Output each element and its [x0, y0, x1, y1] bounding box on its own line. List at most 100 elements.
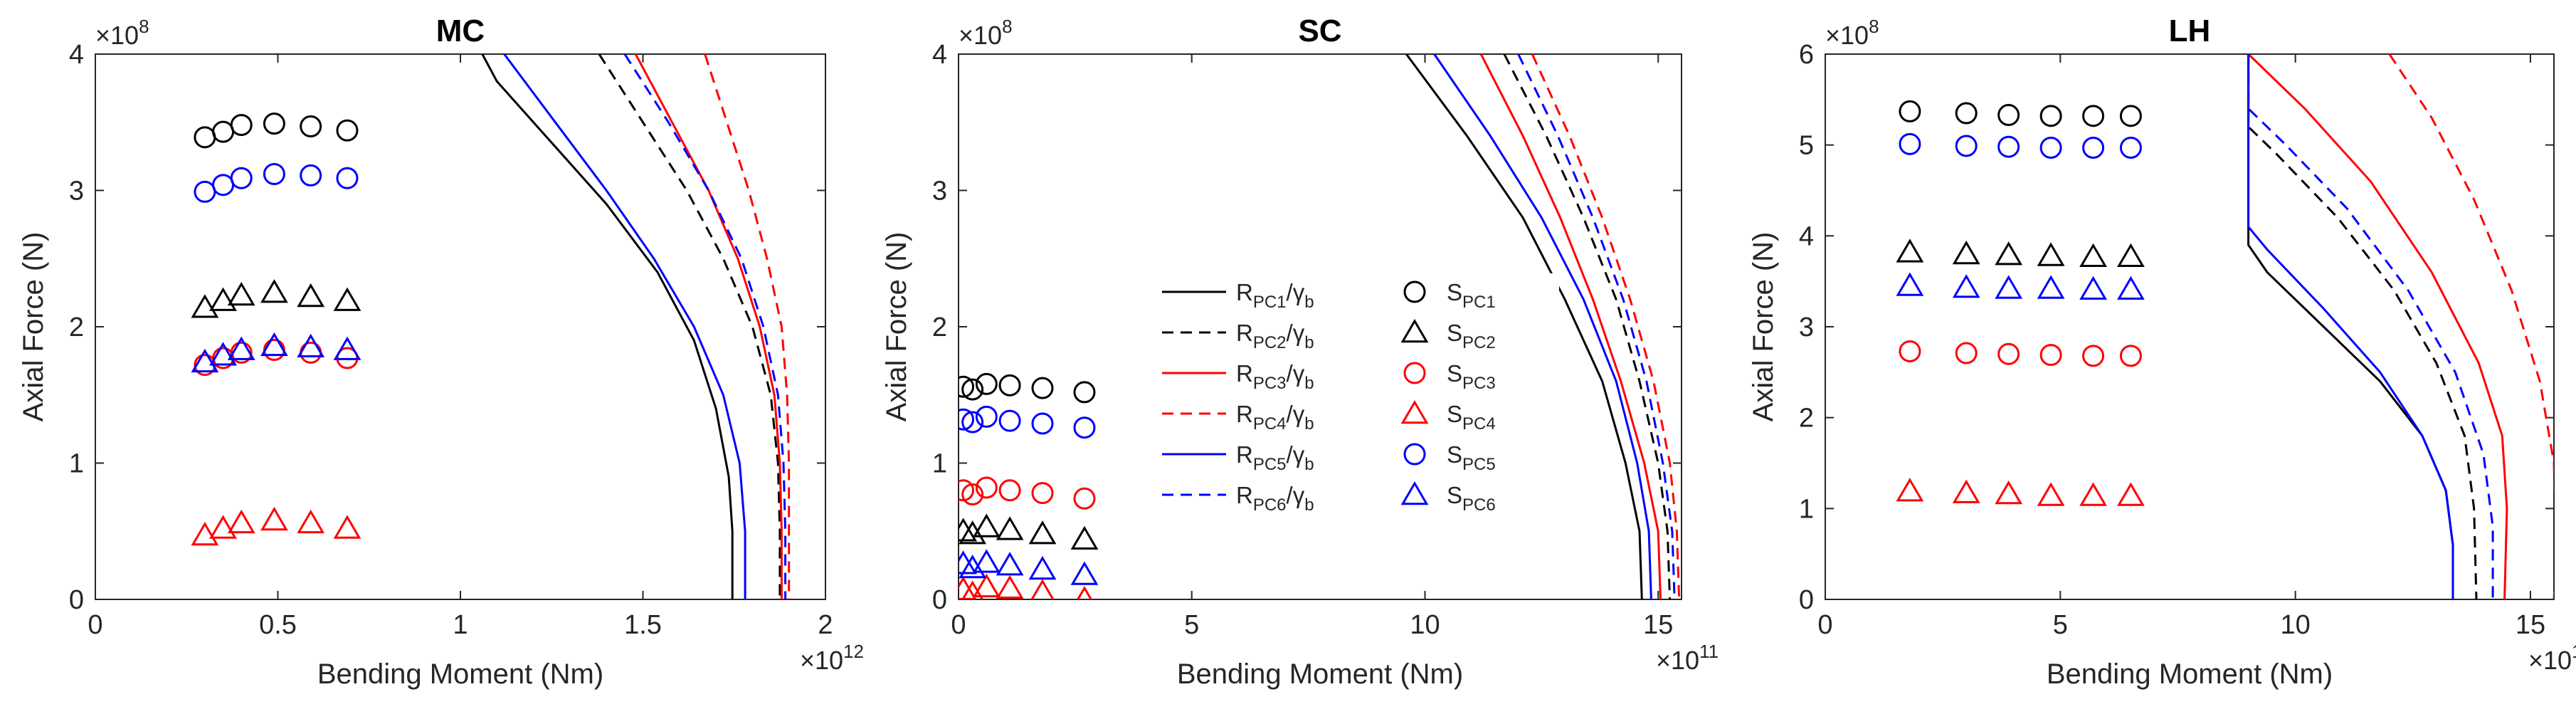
chart-title: LH — [2169, 14, 2211, 48]
data-point-spc1 — [2039, 105, 2062, 127]
data-point-spc5 — [230, 167, 253, 189]
data-point-spc4 — [1896, 478, 1924, 502]
data-point-spc5 — [961, 411, 984, 434]
x-axis-label: Bending Moment (Nm) — [1177, 658, 1463, 690]
data-point-spc1 — [1899, 100, 1921, 122]
legend-marker-swatch — [1400, 481, 1429, 505]
marker-series-spc5 — [959, 405, 1096, 439]
y-tick-label: 4 — [69, 40, 84, 70]
data-point-spc1 — [2119, 105, 2142, 127]
data-point-spc1 — [1955, 102, 1978, 125]
series-rpc3-b — [634, 54, 783, 599]
data-point-spc3 — [1031, 482, 1054, 505]
data-point-spc1 — [975, 372, 998, 395]
data-point-spc1 — [2082, 105, 2105, 127]
legend-marker-swatch — [1403, 362, 1426, 384]
marker-series-spc6 — [1896, 272, 2145, 300]
data-point-spc5 — [2039, 136, 2062, 159]
marker-series-spc1 — [959, 372, 1096, 404]
data-point-spc2 — [297, 283, 325, 308]
data-point-spc3 — [1955, 342, 1978, 364]
x-tick-label: 2 — [818, 610, 833, 640]
legend-label-spc3: SPC3 — [1447, 360, 1496, 393]
x-tick-label: 0 — [1817, 610, 1832, 640]
data-point-spc4 — [2079, 482, 2108, 506]
data-point-spc5 — [975, 405, 998, 428]
data-point-spc2 — [972, 513, 1001, 537]
data-point-spc1 — [1997, 104, 2020, 127]
data-point-spc2 — [227, 282, 255, 306]
series-rpc6-b — [2247, 54, 2494, 599]
data-point-spc3 — [961, 483, 984, 506]
data-point-spc1 — [961, 378, 984, 401]
data-point-spc1 — [1031, 377, 1054, 399]
x-tick-label: 10 — [1410, 610, 1440, 640]
legend-marker-swatch — [1403, 443, 1426, 466]
data-point-spc2 — [1028, 520, 1057, 545]
y-exponent: ×108 — [959, 16, 1013, 50]
data-point-spc4 — [2037, 482, 2065, 506]
series-rpc2-b — [2247, 54, 2478, 599]
data-point-spc3 — [2119, 345, 2142, 367]
x-axis-label: Bending Moment (Nm) — [317, 658, 603, 690]
marker-series-spc1 — [194, 112, 359, 149]
x-tick-label: 0 — [88, 610, 102, 640]
data-point-spc2 — [2116, 243, 2145, 267]
y-tick-label: 6 — [1799, 40, 1814, 70]
data-point-spc4 — [297, 509, 325, 534]
data-point-spc5 — [998, 409, 1021, 432]
data-point-spc6 — [297, 333, 325, 357]
data-point-spc5 — [300, 164, 322, 187]
legend-label-rpc5: RPC5/γb — [1236, 441, 1314, 474]
marker-series-spc2 — [191, 279, 361, 318]
marker-series-spc3 — [1899, 340, 2142, 367]
data-point-spc2 — [1070, 525, 1099, 550]
legend-background — [1161, 273, 1559, 523]
data-point-spc2 — [1995, 241, 2023, 266]
data-point-spc2 — [1896, 238, 1924, 263]
y-tick-label: 3 — [932, 177, 947, 206]
data-point-spc4 — [260, 506, 288, 531]
data-point-spc3 — [998, 479, 1021, 502]
marker-series-spc2 — [1896, 238, 2145, 267]
data-point-spc6 — [1896, 272, 1924, 296]
data-point-spc1 — [263, 112, 285, 135]
axes-frame — [1825, 53, 2555, 600]
x-exponent: ×1012 — [800, 641, 864, 675]
series-rpc6-b — [623, 54, 787, 599]
data-point-spc2 — [2079, 243, 2108, 267]
x-tick-label: 0 — [951, 610, 966, 640]
data-point-spc4 — [2116, 482, 2145, 506]
panel-lh: 0 5 10 15 0 1 2 3 4 5 6 ×108 ×1011 LH Bending Moment (… — [1748, 14, 2576, 690]
y-tick-label: 1 — [932, 449, 947, 479]
data-point-spc5 — [1031, 412, 1054, 435]
data-point-spc5 — [2119, 136, 2142, 159]
data-point-spc2 — [2037, 242, 2065, 266]
x-exponent: ×1011 — [1656, 641, 1719, 675]
series-rpc4-b — [704, 54, 791, 599]
data-point-spc1 — [959, 375, 975, 398]
data-point-spc3 — [2082, 345, 2105, 367]
data-point-spc4 — [1952, 479, 1980, 503]
data-point-spc2 — [996, 516, 1024, 540]
data-point-spc2 — [1952, 240, 1980, 265]
series-rpc3-b — [2247, 54, 2508, 599]
legend-label-rpc2: RPC2/γb — [1236, 320, 1314, 352]
series-rpc1-b — [1405, 54, 1643, 599]
data-point-spc2 — [959, 520, 987, 545]
data-point-spc6 — [209, 342, 237, 366]
y-tick-label: 5 — [1799, 131, 1814, 161]
data-point-spc5 — [1955, 135, 1978, 157]
y-tick-label: 4 — [932, 40, 947, 70]
legend-label-rpc1: RPC1/γb — [1236, 279, 1314, 312]
x-tick-label: 1.5 — [624, 610, 662, 640]
data-point-spc6 — [191, 348, 219, 373]
chart-title: MC — [436, 14, 485, 48]
y-tick-label: 0 — [1799, 585, 1814, 615]
y-tick-label: 0 — [932, 585, 947, 615]
marker-series-spc6 — [191, 332, 361, 373]
y-tick-label: 0 — [69, 585, 84, 615]
legend-label-rpc4: RPC4/γb — [1236, 401, 1314, 434]
y-tick-label: 2 — [69, 313, 84, 342]
data-point-spc6 — [260, 332, 288, 357]
